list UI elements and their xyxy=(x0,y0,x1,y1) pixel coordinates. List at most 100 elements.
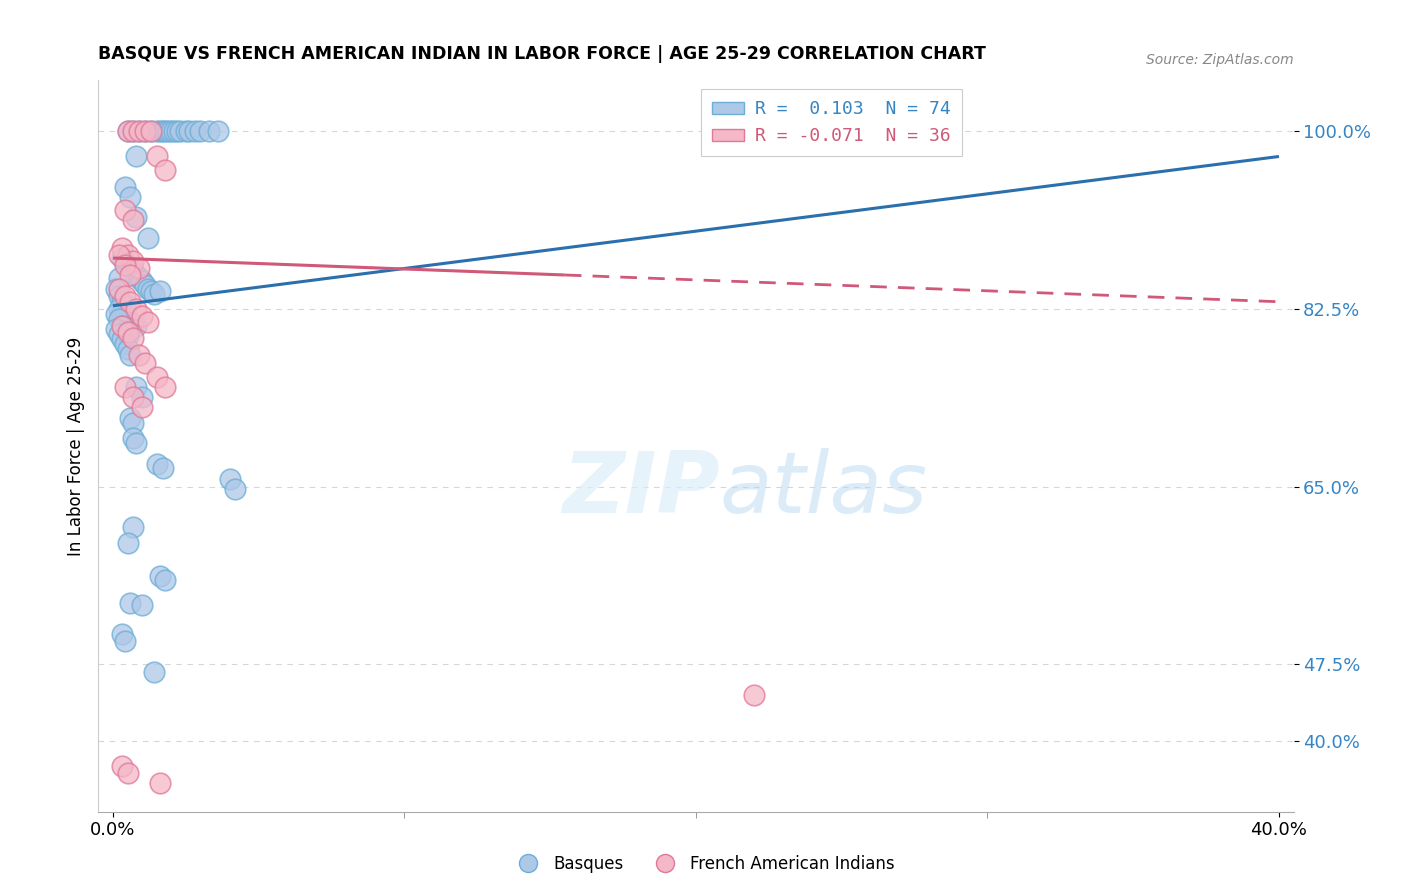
Point xyxy=(177,124,200,138)
Point xyxy=(125,380,148,394)
Point xyxy=(136,281,159,295)
Point xyxy=(145,149,167,163)
Point xyxy=(114,309,136,323)
Point xyxy=(149,124,172,138)
Point xyxy=(128,124,150,138)
Point xyxy=(120,190,142,204)
Point xyxy=(122,331,145,345)
Text: ZIP: ZIP xyxy=(562,449,720,532)
Point xyxy=(198,124,221,138)
Point xyxy=(120,294,142,309)
Point xyxy=(117,124,139,138)
Point xyxy=(117,325,139,339)
Point xyxy=(120,261,142,276)
Point xyxy=(149,776,172,790)
Point xyxy=(139,284,162,298)
Point xyxy=(117,535,139,549)
Point xyxy=(111,319,134,334)
Point xyxy=(134,124,156,138)
Point xyxy=(114,337,136,351)
Point xyxy=(114,256,136,270)
Point xyxy=(142,286,165,301)
Point xyxy=(122,416,145,430)
Point xyxy=(742,688,765,702)
Point xyxy=(117,329,139,343)
Point xyxy=(120,597,142,611)
Point xyxy=(117,248,139,262)
Point xyxy=(166,124,188,138)
Point xyxy=(120,410,142,425)
Point xyxy=(218,471,240,485)
Point xyxy=(149,284,172,298)
Point xyxy=(131,309,153,323)
Point xyxy=(152,461,174,475)
Point xyxy=(131,599,153,613)
Point xyxy=(114,180,136,194)
Point xyxy=(125,149,148,163)
Point xyxy=(125,301,148,316)
Point xyxy=(120,268,142,283)
Point xyxy=(104,281,127,295)
Point xyxy=(108,288,131,302)
Point xyxy=(145,124,167,138)
Point xyxy=(139,124,162,138)
Point xyxy=(111,759,134,773)
Point xyxy=(111,251,134,265)
Point xyxy=(190,124,212,138)
Point xyxy=(122,317,145,331)
Point xyxy=(131,275,153,289)
Point xyxy=(117,312,139,326)
Text: atlas: atlas xyxy=(720,449,928,532)
Point xyxy=(128,124,150,138)
Point xyxy=(125,436,148,450)
Point xyxy=(122,390,145,404)
Point xyxy=(104,307,127,321)
Point xyxy=(114,203,136,218)
Point xyxy=(111,241,134,255)
Point xyxy=(122,124,145,138)
Point xyxy=(111,332,134,346)
Point xyxy=(111,293,134,308)
Point xyxy=(117,343,139,357)
Point xyxy=(117,258,139,272)
Point xyxy=(111,305,134,319)
Point xyxy=(122,254,145,268)
Point xyxy=(117,766,139,780)
Point xyxy=(131,401,153,415)
Point xyxy=(114,299,136,313)
Point xyxy=(122,124,145,138)
Point xyxy=(128,347,150,362)
Point xyxy=(142,665,165,679)
Point xyxy=(155,162,177,177)
Text: Source: ZipAtlas.com: Source: ZipAtlas.com xyxy=(1146,54,1294,67)
Point xyxy=(207,124,229,138)
Point xyxy=(114,288,136,302)
Point xyxy=(114,324,136,338)
Legend: Basques, French American Indians: Basques, French American Indians xyxy=(505,848,901,880)
Text: BASQUE VS FRENCH AMERICAN INDIAN IN LABOR FORCE | AGE 25-29 CORRELATION CHART: BASQUE VS FRENCH AMERICAN INDIAN IN LABO… xyxy=(98,45,986,63)
Point xyxy=(128,261,150,276)
Point xyxy=(131,390,153,404)
Point xyxy=(122,264,145,278)
Point xyxy=(183,124,205,138)
Point xyxy=(134,124,156,138)
Point xyxy=(125,268,148,283)
Point xyxy=(128,271,150,285)
Point xyxy=(108,312,131,326)
Point xyxy=(160,124,183,138)
Point xyxy=(108,281,131,295)
Point xyxy=(120,314,142,328)
Point xyxy=(114,634,136,648)
Point xyxy=(152,124,174,138)
Point xyxy=(155,573,177,587)
Point xyxy=(122,431,145,445)
Point xyxy=(122,520,145,534)
Point xyxy=(117,124,139,138)
Point xyxy=(155,380,177,394)
Point xyxy=(120,347,142,362)
Point xyxy=(155,124,177,138)
Point xyxy=(139,124,162,138)
Point xyxy=(104,322,127,336)
Point xyxy=(111,627,134,641)
Y-axis label: In Labor Force | Age 25-29: In Labor Force | Age 25-29 xyxy=(66,336,84,556)
